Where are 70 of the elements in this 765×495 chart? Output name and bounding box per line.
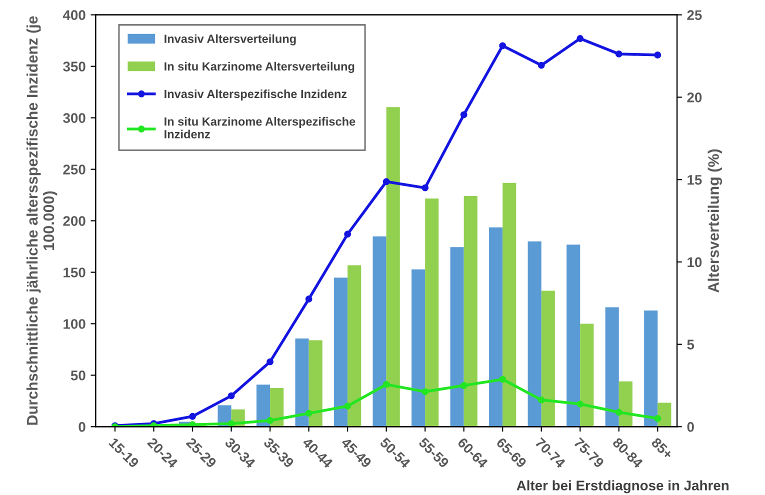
point [422,388,429,396]
point [228,392,235,400]
point [228,420,235,427]
legend-label: In situ Karzinome Altersverteilung [164,62,354,73]
y2-tick-label: 25 [687,10,702,20]
bar [308,340,322,427]
legend-label: In situ Karzinome Alterspezifische Inzidenz [164,117,356,138]
point [576,400,584,408]
y2-axis-title: Altersverteilung (%) [708,149,722,293]
bar [412,269,426,427]
bar [464,196,478,427]
point [654,414,662,422]
point [576,35,584,42]
point [382,178,390,186]
legend-label: Invasiv Altersverteilung [164,34,296,46]
bar [605,307,619,427]
point [460,382,468,389]
y2-tick-label: 0 [687,422,694,432]
bar [644,310,658,427]
point [305,296,312,302]
y-tick-label: 0 [78,422,86,432]
point [382,381,390,388]
y-tick-label: 400 [62,10,86,20]
point [538,62,545,69]
point [189,421,196,427]
x-tick-label: 85+ [650,436,674,460]
point [538,396,545,404]
point [266,417,274,424]
bar [566,244,580,427]
y-axis-title: Durchschnittliche jährliche altersspezifische Inzidenz (je 100.000) [26,16,58,425]
bar [386,107,400,427]
bar [618,381,632,427]
bar [372,236,386,427]
bar [658,402,672,427]
bar [528,241,542,427]
bar [334,278,348,427]
y2-tick-label: 20 [687,92,702,102]
point [189,412,196,420]
x-axis-title: Alter bei Erstdiagnose in Jahren [516,480,729,494]
point [499,376,506,383]
point [305,410,312,417]
bar [502,182,516,427]
point [499,42,506,50]
y2-tick-label: 5 [687,340,694,350]
point [266,358,274,366]
bar [541,290,555,427]
y-tick-label: 300 [63,113,86,123]
bar [580,324,594,427]
point [344,402,352,410]
point [615,408,622,416]
y2-tick-label: 10 [688,257,702,268]
y-tick-label: 100 [64,319,86,329]
point [654,52,662,58]
point [422,184,429,192]
point [460,111,468,118]
bar [256,384,270,427]
bar [348,265,362,427]
bar [489,227,503,427]
y-tick-label: 350 [63,62,86,72]
y-tick-label: 150 [64,268,86,278]
y-tick-label: 200 [63,216,86,226]
point [615,50,622,58]
bar [425,198,439,427]
y-tick-label: 250 [63,164,86,174]
bar [450,247,464,427]
point [344,230,352,238]
y2-tick-label: 15 [688,175,702,185]
bar [295,338,309,427]
y-tick-label: 50 [70,370,86,380]
legend-label: Invasiv Alterspezifische Inzidenz [164,89,347,100]
